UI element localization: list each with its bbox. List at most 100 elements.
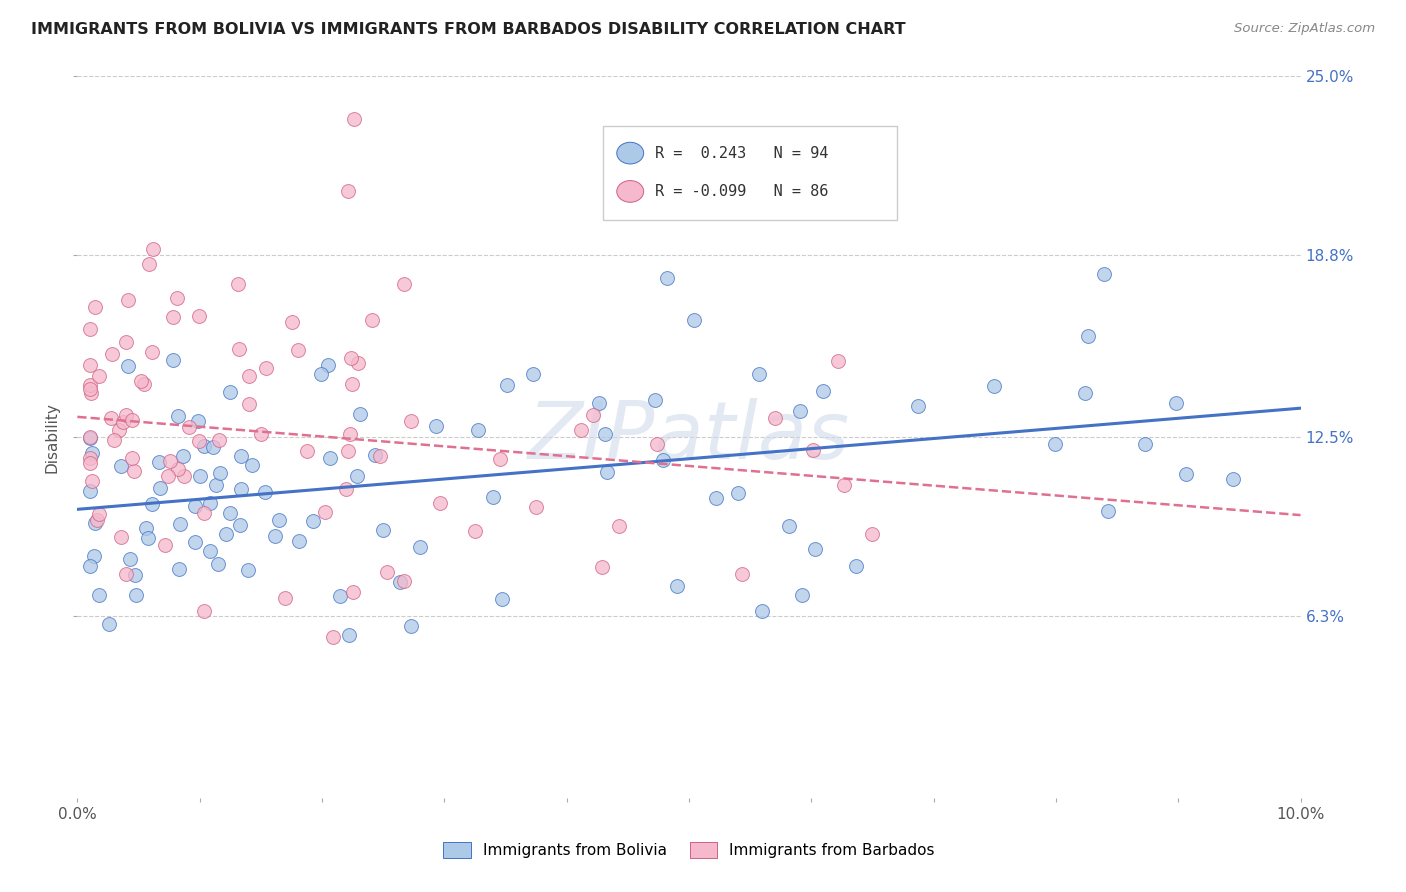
Point — [347, 356, 370, 370]
Point — [409, 540, 432, 554]
Point — [319, 451, 342, 466]
Point — [644, 393, 666, 408]
Point — [595, 427, 617, 442]
Point — [588, 396, 610, 410]
Point — [184, 534, 207, 549]
Point — [264, 529, 287, 543]
Point — [907, 399, 929, 413]
Point — [79, 359, 101, 373]
Point — [84, 300, 107, 314]
Point — [198, 496, 221, 510]
Point — [336, 444, 359, 458]
Y-axis label: Disability: Disability — [45, 401, 60, 473]
Point — [399, 414, 422, 428]
Point — [162, 310, 184, 324]
Point — [79, 378, 101, 392]
Point — [138, 531, 160, 545]
Point — [166, 291, 188, 305]
Point — [238, 397, 260, 411]
Point — [489, 451, 512, 466]
Point — [193, 604, 215, 618]
Point — [343, 112, 366, 127]
Point — [169, 517, 191, 532]
Point — [209, 467, 232, 481]
Point — [339, 426, 361, 441]
Point — [198, 543, 221, 558]
Point — [87, 588, 110, 602]
Point — [117, 293, 139, 307]
Point — [683, 312, 706, 326]
Point — [346, 468, 368, 483]
Point — [124, 567, 146, 582]
Point — [108, 423, 131, 437]
Point — [141, 345, 163, 359]
Point — [120, 552, 142, 566]
Point — [1077, 328, 1099, 343]
Point — [193, 507, 215, 521]
Point — [491, 591, 513, 606]
Point — [607, 519, 630, 533]
Point — [591, 560, 613, 574]
Point — [1073, 385, 1095, 400]
Point — [665, 579, 688, 593]
Text: R = -0.099   N = 86: R = -0.099 N = 86 — [655, 184, 828, 199]
Point — [361, 312, 384, 326]
Point — [219, 506, 242, 520]
Point — [79, 430, 101, 444]
Point — [111, 415, 134, 429]
Point — [801, 442, 824, 457]
Point — [79, 484, 101, 499]
Point — [236, 563, 259, 577]
Point — [134, 377, 156, 392]
Point — [288, 533, 311, 548]
Point — [496, 378, 519, 392]
Legend: Immigrants from Bolivia, Immigrants from Barbados: Immigrants from Bolivia, Immigrants from… — [439, 838, 939, 863]
Point — [481, 490, 503, 504]
Point — [371, 523, 394, 537]
Point — [157, 469, 180, 483]
Point — [399, 618, 422, 632]
Point — [141, 497, 163, 511]
Point — [121, 451, 143, 466]
Point — [727, 486, 749, 500]
Point — [731, 566, 754, 581]
Point — [121, 413, 143, 427]
Point — [524, 500, 547, 514]
Point — [860, 527, 883, 541]
Point — [183, 499, 205, 513]
Point — [340, 376, 363, 391]
Point — [172, 449, 194, 463]
Point — [309, 367, 332, 381]
Point — [388, 575, 411, 590]
Point — [789, 404, 811, 418]
Point — [295, 444, 318, 458]
Point — [82, 474, 104, 488]
Point — [704, 491, 727, 505]
Point — [207, 433, 229, 447]
Point — [804, 541, 827, 556]
Point — [79, 451, 101, 466]
Point — [79, 322, 101, 336]
Point — [229, 518, 252, 533]
Point — [425, 418, 447, 433]
Point — [138, 257, 160, 271]
Ellipse shape — [617, 180, 644, 202]
Point — [162, 353, 184, 368]
Point — [763, 410, 786, 425]
Point — [205, 478, 228, 492]
Point — [1133, 437, 1156, 451]
Point — [215, 527, 238, 541]
Point — [115, 409, 138, 423]
Point — [149, 481, 172, 495]
Point — [100, 346, 122, 360]
Point — [187, 309, 209, 323]
Point — [166, 409, 188, 423]
Point — [173, 469, 195, 483]
Point — [148, 455, 170, 469]
Point — [1222, 473, 1244, 487]
Point — [274, 591, 297, 606]
Point — [193, 439, 215, 453]
Point — [569, 424, 592, 438]
Point — [375, 565, 398, 579]
Point — [79, 431, 101, 445]
